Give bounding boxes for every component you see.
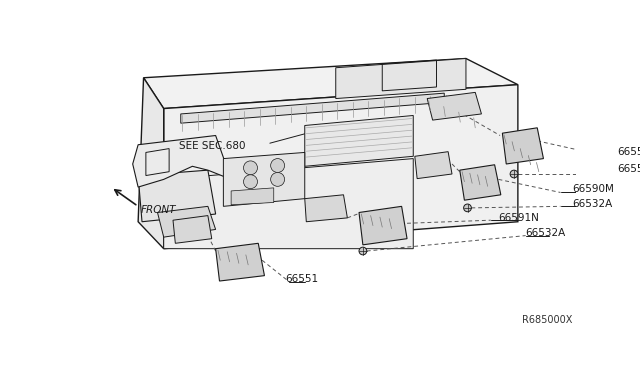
Text: R685000X: R685000X <box>522 315 572 325</box>
Circle shape <box>359 247 367 255</box>
Polygon shape <box>223 153 305 206</box>
Polygon shape <box>336 58 466 99</box>
Circle shape <box>510 170 518 178</box>
Polygon shape <box>138 170 216 222</box>
Polygon shape <box>132 135 231 187</box>
Polygon shape <box>138 78 164 249</box>
Text: 66532A: 66532A <box>572 199 612 209</box>
Text: 66551: 66551 <box>285 275 319 285</box>
Polygon shape <box>231 188 274 205</box>
Polygon shape <box>502 128 543 164</box>
Polygon shape <box>143 58 518 109</box>
Text: SEE SEC.680: SEE SEC.680 <box>179 141 246 151</box>
Polygon shape <box>415 152 452 179</box>
Circle shape <box>463 204 472 212</box>
Polygon shape <box>157 206 216 237</box>
Polygon shape <box>180 93 444 123</box>
Polygon shape <box>305 195 348 222</box>
Text: 66590M: 66590M <box>572 185 614 195</box>
Text: FRONT: FRONT <box>140 205 176 215</box>
Polygon shape <box>305 115 413 166</box>
Circle shape <box>271 173 285 186</box>
Circle shape <box>244 175 257 189</box>
Text: 66550: 66550 <box>617 147 640 157</box>
Polygon shape <box>359 206 407 245</box>
Polygon shape <box>460 165 501 200</box>
Polygon shape <box>216 243 264 281</box>
Circle shape <box>271 158 285 173</box>
Polygon shape <box>173 216 212 243</box>
Text: 66591N: 66591N <box>499 213 540 223</box>
Text: 66550A: 66550A <box>617 164 640 174</box>
Polygon shape <box>164 85 518 249</box>
Polygon shape <box>164 158 413 249</box>
Polygon shape <box>428 92 481 120</box>
Circle shape <box>244 161 257 175</box>
Text: 66532A: 66532A <box>525 228 566 238</box>
